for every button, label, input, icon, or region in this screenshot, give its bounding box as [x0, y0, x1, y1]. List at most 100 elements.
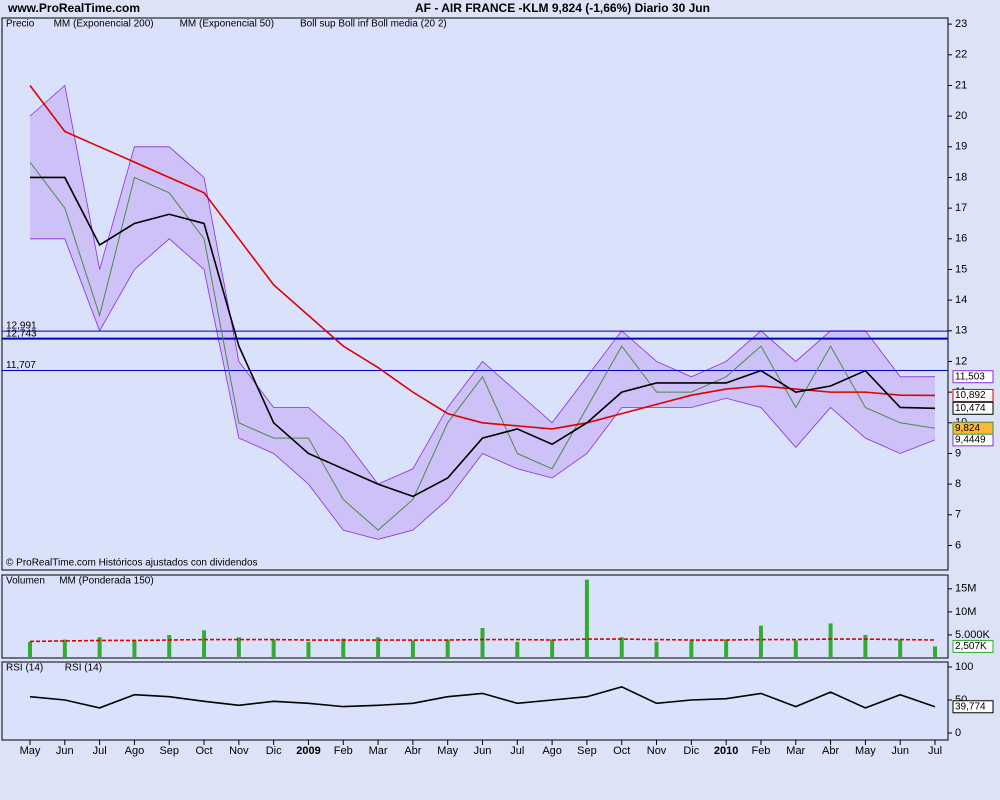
volume-bar	[202, 630, 207, 658]
legend-entry: RSI (14)	[65, 663, 102, 674]
x-tick-label: Dic	[683, 745, 699, 757]
y-tick-label: 10M	[955, 606, 976, 618]
band-lower	[30, 238, 936, 540]
volume-bar	[97, 637, 102, 658]
y-tick-label: 15M	[955, 583, 976, 595]
x-tick-label: Feb	[334, 745, 353, 757]
volume-bar	[689, 640, 694, 658]
volume-bar	[828, 623, 833, 658]
y-tick-label: 9	[955, 447, 961, 459]
x-tick-label: Mar	[786, 745, 805, 757]
legend-entry: MM (Ponderada 150)	[59, 576, 154, 587]
x-tick-label: Nov	[647, 745, 667, 757]
panel	[1, 574, 949, 659]
last-value-label: 9,4449	[955, 434, 986, 445]
volume-bar	[167, 634, 172, 658]
y-tick-label: 17	[955, 202, 967, 214]
panel	[1, 661, 949, 741]
series-line	[29, 685, 936, 709]
y-tick-label: 100	[955, 661, 973, 673]
x-tick-label: Mar	[369, 745, 388, 757]
horizontal-line-label: 12,991	[6, 321, 37, 332]
legend-entry: Boll sup Boll inf Boll media (20 2)	[300, 19, 447, 30]
y-tick-label: 20	[955, 110, 967, 122]
last-value-label: 9,824	[955, 423, 980, 434]
y-tick-label: 16	[955, 233, 967, 245]
y-tick-label: 22	[955, 49, 967, 61]
legend-entry: Volumen	[6, 576, 45, 587]
y-tick-label: 7	[955, 509, 961, 521]
panel	[1, 17, 949, 571]
last-value-box	[952, 700, 994, 714]
volume-bar	[654, 641, 659, 658]
x-tick-label: Nov	[229, 745, 249, 757]
series-line	[29, 161, 936, 531]
annotation: © ProRealTime.com Históricos ajustados c…	[6, 558, 258, 569]
last-value-box	[952, 388, 994, 402]
volume-bar	[236, 637, 241, 658]
x-tick-label: Sep	[159, 745, 179, 757]
y-tick-label: 18	[955, 171, 967, 183]
volume-bar	[410, 640, 415, 658]
series-line	[29, 84, 936, 430]
y-tick-label: 0	[955, 727, 961, 739]
x-tick-label: Feb	[751, 745, 770, 757]
volume-bar	[515, 641, 520, 658]
x-tick-label: Oct	[613, 745, 630, 757]
x-tick-label: Ago	[125, 745, 145, 757]
volume-bar	[863, 634, 868, 658]
x-tick-label: Jun	[56, 745, 74, 757]
y-tick-label: 23	[955, 18, 967, 30]
x-tick-label: Abr	[404, 745, 421, 757]
last-value-label: 11,503	[955, 371, 985, 382]
last-value-box	[952, 639, 994, 653]
horizontal-line-label: 11,707	[6, 360, 36, 371]
last-value-box	[952, 421, 994, 435]
x-tick-label: Oct	[195, 745, 212, 757]
y-tick-label: 6	[955, 539, 961, 551]
chart-title: AF - AIR FRANCE -KLM 9,824 (-1,66%) Diar…	[415, 1, 710, 15]
last-value-label: 39,774	[955, 701, 986, 712]
volume-bar	[341, 638, 346, 658]
y-tick-label: 12	[955, 355, 967, 367]
volume-bar	[724, 639, 729, 658]
horizontal-line-label: 12,743	[6, 328, 37, 339]
x-tick-label: Jul	[510, 745, 524, 757]
y-tick-label: 21	[955, 79, 967, 91]
y-tick-label: 8	[955, 478, 961, 490]
x-tick-label: May	[855, 745, 876, 757]
x-tick-label: Jun	[891, 745, 909, 757]
legend-entry: MM (Exponencial 50)	[180, 19, 274, 30]
volume-bar	[550, 639, 555, 658]
last-value-box	[952, 401, 994, 415]
volume-bar	[271, 639, 276, 658]
site: www.ProRealTime.com	[7, 1, 140, 15]
series-line	[29, 638, 936, 643]
volume-bar	[584, 579, 589, 658]
legend-entry: Precio	[6, 19, 35, 30]
volume-bar	[793, 640, 798, 658]
y-tick-label: 5.000K	[955, 629, 991, 641]
volume-bar	[28, 641, 32, 658]
volume-bar	[933, 646, 937, 658]
x-tick-label: May	[437, 745, 458, 757]
last-value-label: 10,474	[955, 403, 986, 414]
x-tick-label: Abr	[822, 745, 839, 757]
y-tick-label: 13	[955, 325, 967, 337]
x-tick-label: May	[20, 745, 41, 757]
volume-bar	[619, 637, 624, 658]
volume-bar	[62, 639, 67, 658]
x-tick-label: 2009	[296, 745, 320, 757]
x-tick-label: 2010	[714, 745, 738, 757]
band-upper	[29, 84, 936, 485]
x-tick-label: Jun	[474, 745, 492, 757]
volume-bar	[306, 641, 311, 658]
volume-bar	[898, 639, 903, 658]
volume-bar	[758, 625, 763, 658]
y-tick-label: 14	[955, 294, 967, 306]
x-tick-label: Ago	[542, 745, 562, 757]
last-value-label: 2,507K	[955, 641, 987, 652]
y-tick-label: 19	[955, 141, 967, 153]
